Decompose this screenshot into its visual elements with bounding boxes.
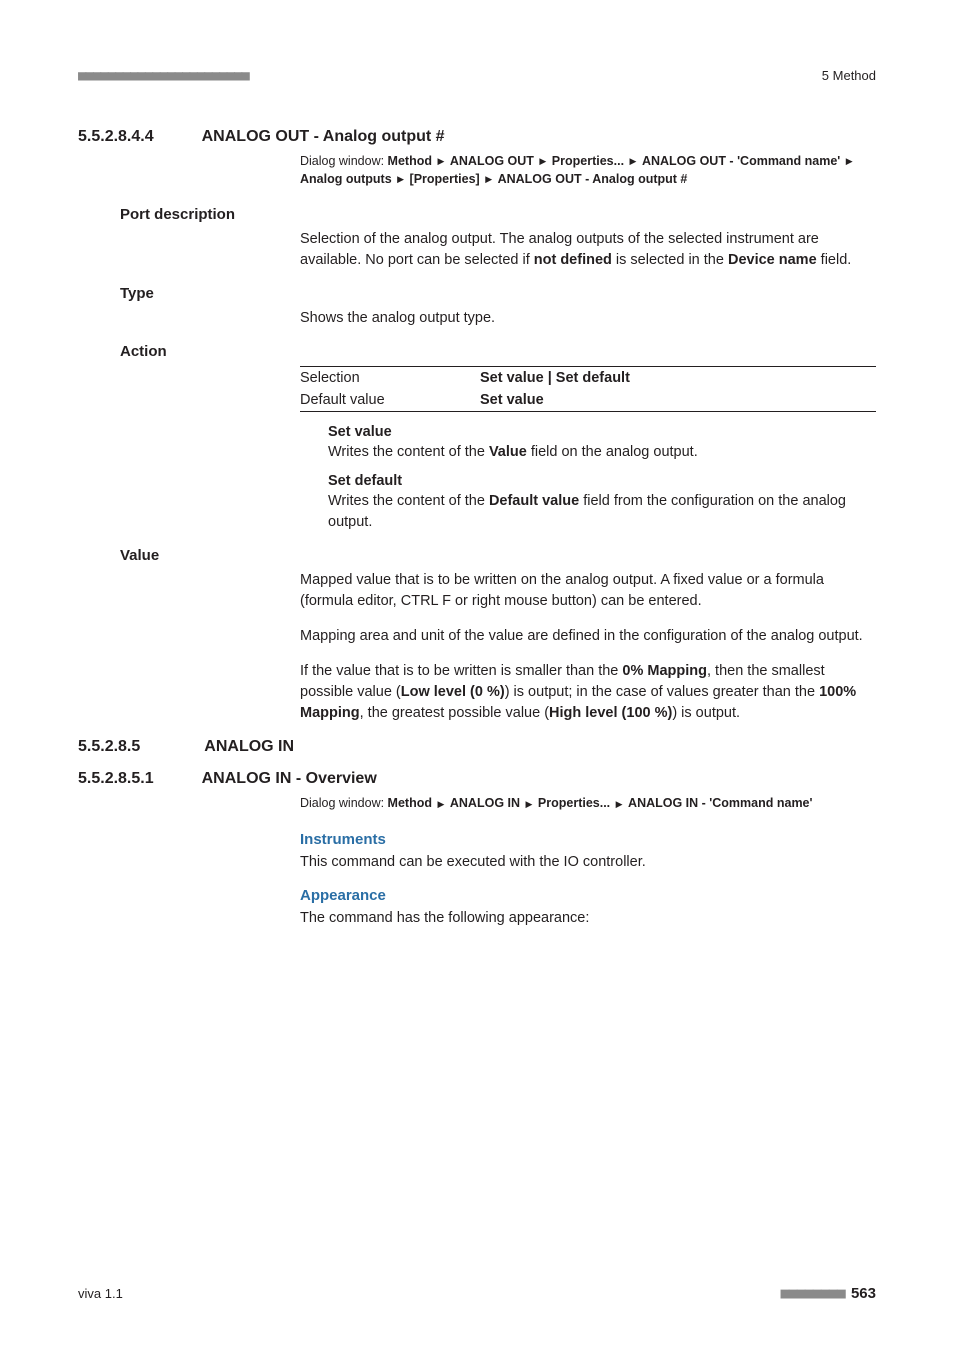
paragraph: Mapping area and unit of the value are d…	[300, 626, 876, 647]
dialog-prefix: Dialog window:	[300, 796, 388, 810]
triangle-icon: ▶	[435, 798, 446, 811]
header-dashes: ■■■■■■■■■■■■■■■■■■■■■■■	[78, 68, 249, 84]
definition-term: Set value	[328, 424, 876, 440]
section-number: 5.5.2.8.5	[78, 738, 140, 756]
dialog-path: Dialog window: Method ▶ ANALOG OUT ▶ Pro…	[300, 152, 876, 188]
running-head: ■■■■■■■■■■■■■■■■■■■■■■■ 5 Method	[78, 68, 876, 84]
table-cell: Selection	[300, 367, 480, 390]
field-label-action: Action	[120, 343, 876, 360]
section-heading: 5.5.2.8.5.1 ANALOG IN - Overview	[78, 770, 876, 788]
section-title: ANALOG IN	[204, 738, 294, 756]
paragraph: Shows the analog output type.	[300, 308, 876, 329]
table-cell: Set value	[480, 389, 876, 412]
selection-table: Selection Set value | Set default Defaul…	[300, 366, 876, 412]
dialog-part: ANALOG OUT	[450, 154, 534, 168]
dialog-part: Properties...	[538, 796, 610, 810]
triangle-icon: ▶	[435, 155, 446, 168]
text: field.	[817, 252, 852, 268]
footer-page: ■■■■■■■■ 563	[781, 1284, 876, 1302]
footer-dashes: ■■■■■■■■	[781, 1284, 845, 1302]
text-bold: Device name	[728, 252, 817, 268]
section-number: 5.5.2.8.4.4	[78, 128, 154, 146]
section-title: ANALOG OUT - Analog output #	[202, 128, 445, 146]
text: field on the analog output.	[527, 444, 698, 460]
dialog-part: Properties...	[552, 154, 624, 168]
dialog-part: ANALOG OUT - Analog output #	[498, 172, 688, 186]
footer-page-number: 563	[851, 1285, 876, 1302]
text: Writes the content of the	[328, 444, 489, 460]
section-body: Dialog window: Method ▶ ANALOG OUT ▶ Pro…	[300, 152, 876, 188]
section-heading: 5.5.2.8.5 ANALOG IN	[78, 738, 876, 756]
table-cell: Set value | Set default	[480, 367, 876, 390]
dialog-part: ANALOG IN - 'Command name'	[628, 796, 812, 810]
definition-body: Writes the content of the Default value …	[328, 491, 876, 533]
dialog-part: ANALOG OUT - 'Command name'	[642, 154, 840, 168]
text: , the greatest possible value (	[360, 705, 549, 721]
field-body: Selection Set value | Set default Defaul…	[300, 366, 876, 533]
definition-block: Set value Writes the content of the Valu…	[328, 424, 876, 463]
triangle-icon: ▶	[483, 173, 494, 186]
dialog-part: Method	[388, 796, 432, 810]
text-bold: Set value	[480, 392, 544, 408]
page-footer: viva 1.1 ■■■■■■■■ 563	[78, 1284, 876, 1302]
field-body: Mapped value that is to be written on th…	[300, 570, 876, 724]
text: ) is output; in the case of values great…	[505, 684, 819, 700]
text: ) is output.	[672, 705, 740, 721]
field-label-value: Value	[120, 547, 876, 564]
table-row: Selection Set value | Set default	[300, 367, 876, 390]
text: is selected in the	[612, 252, 728, 268]
text-bold: not defined	[534, 252, 612, 268]
table-row: Default value Set value	[300, 389, 876, 412]
footer-product: viva 1.1	[78, 1286, 123, 1301]
page: ■■■■■■■■■■■■■■■■■■■■■■■ 5 Method 5.5.2.8…	[0, 0, 954, 1350]
paragraph: The command has the following appearance…	[300, 908, 876, 929]
dialog-part: [Properties]	[410, 172, 480, 186]
sub-heading-appearance: Appearance	[300, 887, 876, 904]
triangle-icon: ▶	[844, 155, 855, 168]
header-chapter: 5 Method	[822, 68, 876, 83]
definition-body: Writes the content of the Value field on…	[328, 442, 876, 463]
paragraph: Mapped value that is to be written on th…	[300, 570, 876, 612]
paragraph: Selection of the analog output. The anal…	[300, 229, 876, 271]
dialog-part: ANALOG IN	[450, 796, 520, 810]
field-label-type: Type	[120, 285, 876, 302]
triangle-icon: ▶	[537, 155, 548, 168]
field-label-port: Port description	[120, 206, 876, 223]
table-cell: Default value	[300, 389, 480, 412]
sub-heading-instruments: Instruments	[300, 831, 876, 848]
section-body: Dialog window: Method ▶ ANALOG IN ▶ Prop…	[300, 794, 876, 928]
field-body: Selection of the analog output. The anal…	[300, 229, 876, 271]
dialog-part: Method	[388, 154, 432, 168]
dialog-prefix: Dialog window:	[300, 154, 388, 168]
text-bold: Low level (0 %)	[401, 684, 505, 700]
definition-term: Set default	[328, 473, 876, 489]
triangle-icon: ▶	[395, 173, 406, 186]
dialog-path: Dialog window: Method ▶ ANALOG IN ▶ Prop…	[300, 794, 876, 812]
text-bold: Value	[489, 444, 527, 460]
text-bold: High level (100 %)	[549, 705, 672, 721]
section-title: ANALOG IN - Overview	[202, 770, 377, 788]
field-body: Shows the analog output type.	[300, 308, 876, 329]
text-bold: Default value	[489, 493, 579, 509]
definition-block: Set default Writes the content of the De…	[328, 473, 876, 533]
triangle-icon: ▶	[614, 798, 625, 811]
triangle-icon: ▶	[524, 798, 535, 811]
text-bold: 0% Mapping	[622, 663, 707, 679]
paragraph: If the value that is to be written is sm…	[300, 661, 876, 724]
dialog-part: Analog outputs	[300, 172, 392, 186]
triangle-icon: ▶	[628, 155, 639, 168]
section-number: 5.5.2.8.5.1	[78, 770, 154, 788]
section-heading: 5.5.2.8.4.4 ANALOG OUT - Analog output #	[78, 128, 876, 146]
paragraph: This command can be executed with the IO…	[300, 852, 876, 873]
text: Writes the content of the	[328, 493, 489, 509]
text-bold: Set value | Set default	[480, 370, 630, 386]
text: If the value that is to be written is sm…	[300, 663, 622, 679]
